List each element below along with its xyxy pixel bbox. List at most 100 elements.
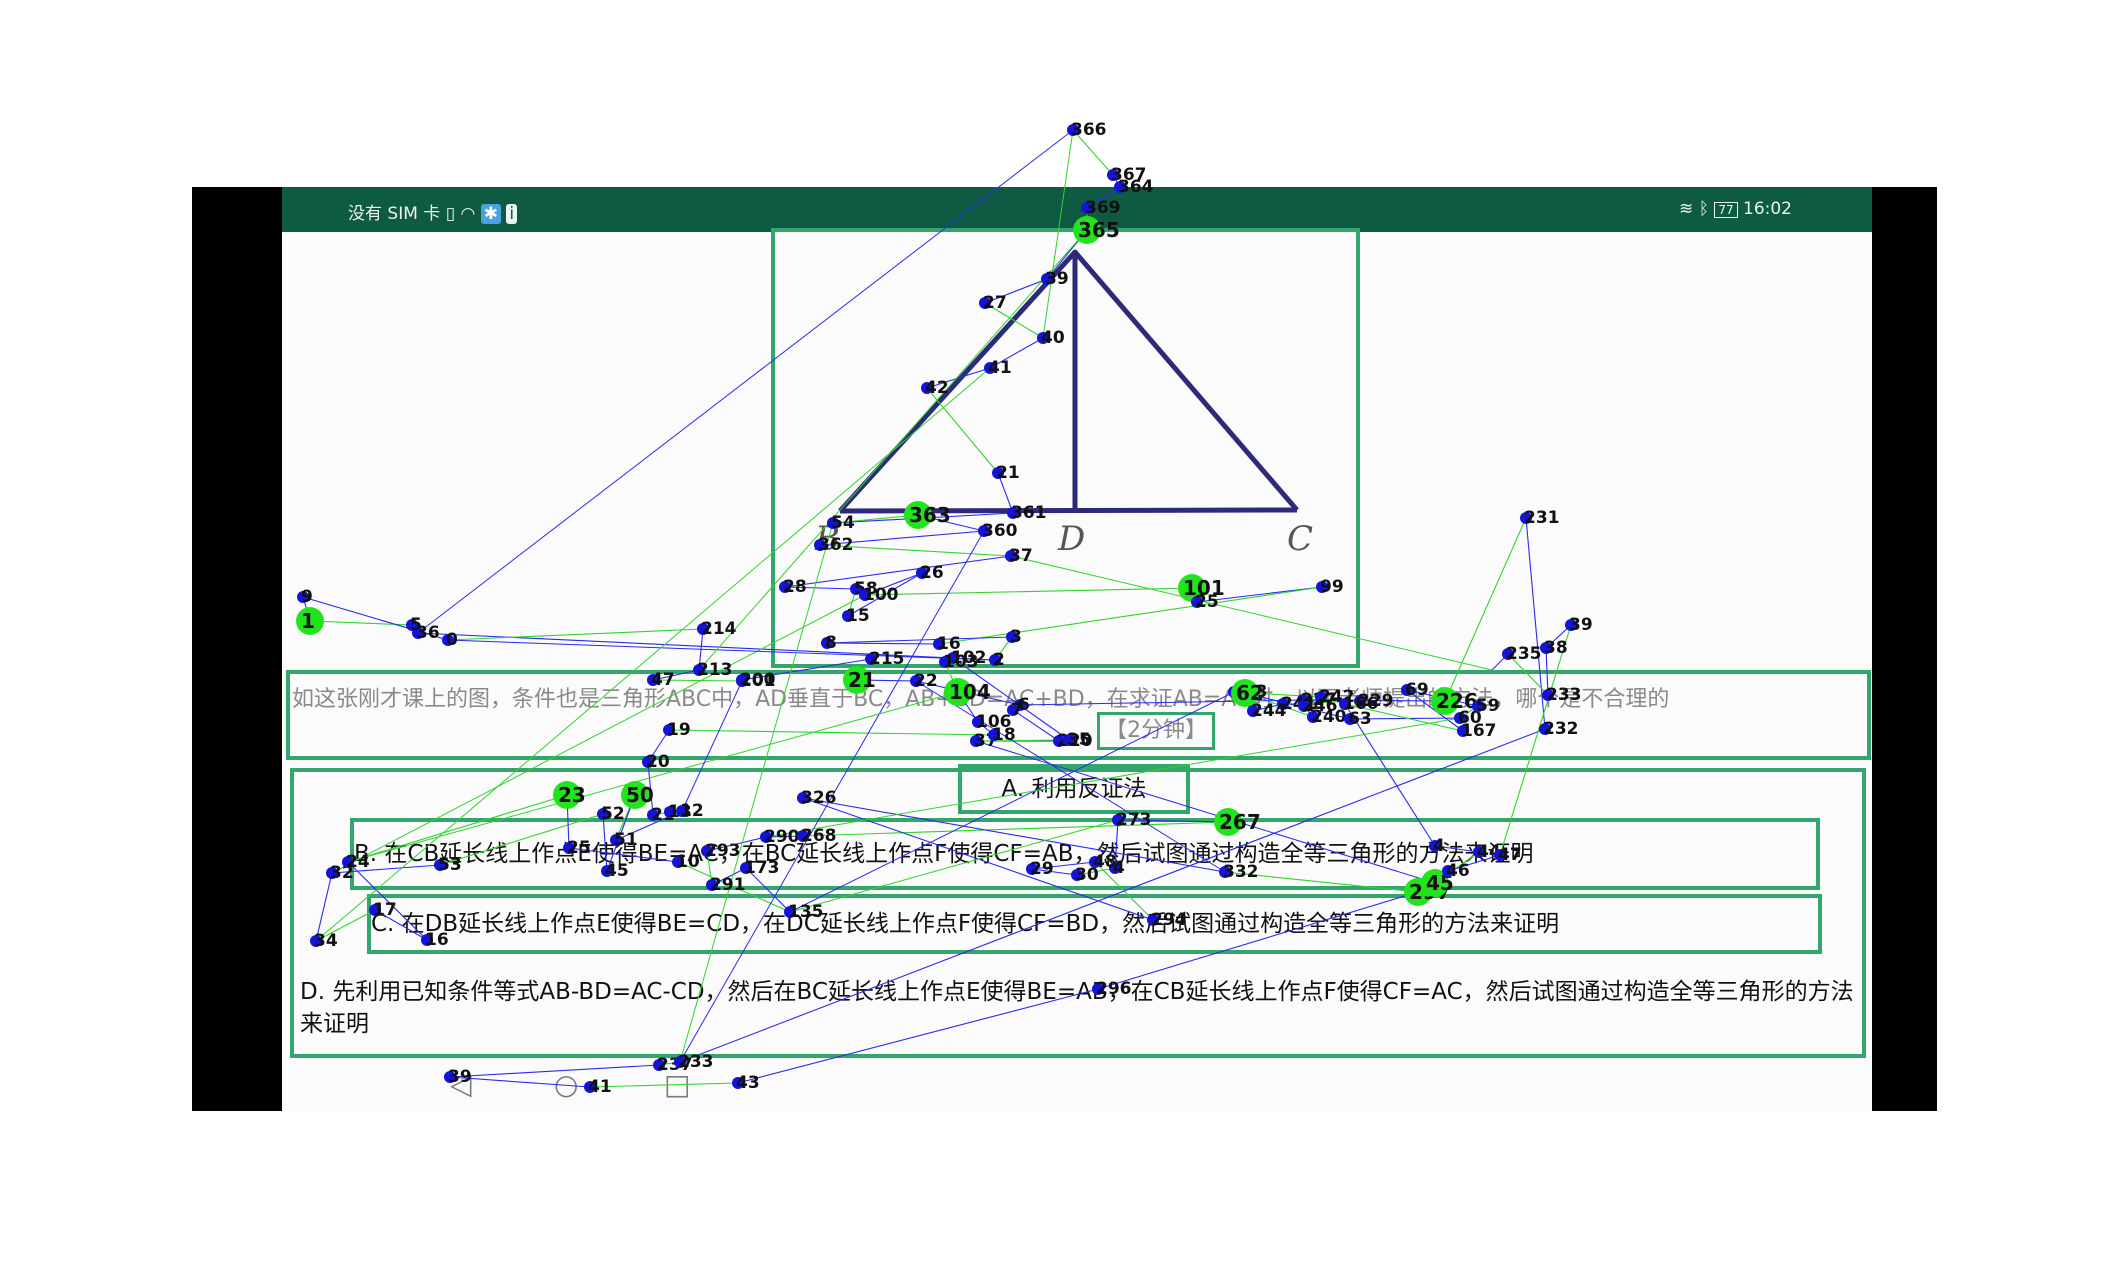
overlay-node — [988, 729, 1000, 741]
overlay-node-label: 21 — [996, 463, 1020, 483]
overlay-node-label: 37 — [1009, 546, 1033, 566]
overlay-node — [1231, 679, 1259, 707]
overlay-node — [859, 589, 871, 601]
overlay-node — [797, 830, 809, 842]
overlay-node — [693, 664, 705, 676]
overlay-node — [984, 362, 996, 374]
overlay-node — [647, 809, 659, 821]
overlay-node — [1339, 698, 1351, 710]
option-a[interactable]: A. 利用反证法 — [958, 764, 1190, 814]
overlay-node — [1112, 814, 1124, 826]
overlay-node-label: 16 — [937, 634, 961, 654]
overlay-node — [672, 856, 684, 868]
carrier-text: 没有 SIM 卡 — [348, 204, 441, 224]
overlay-node — [1354, 695, 1366, 707]
overlay-node-label: 201 — [740, 671, 776, 691]
notification-icon: i — [506, 204, 518, 224]
overlay-node-label: 60 — [1458, 708, 1482, 728]
overlay-node-label: 229 — [1358, 691, 1394, 711]
overlay-node — [1539, 723, 1551, 735]
overlay-edge — [975, 740, 1436, 884]
overlay-edge — [1012, 709, 1060, 742]
overlay-edge — [1042, 129, 1074, 339]
overlay-node — [663, 724, 675, 736]
overlay-node — [706, 879, 718, 891]
overlay-node — [979, 297, 991, 309]
overlay-node-label: 5 — [410, 615, 422, 635]
overlay-node-label: 27 — [983, 293, 1007, 313]
overlay-node-label: 3 — [1010, 627, 1022, 647]
overlay-node — [821, 637, 833, 649]
overlay-node-label: 18 — [992, 725, 1016, 745]
overlay-edge — [589, 1082, 739, 1088]
option-b[interactable]: B. 在CB延长线上作点E使得BE=AC，在BC延长线上作点F使得CF=AB，然… — [350, 818, 1820, 890]
overlay-node-label: 47 — [1498, 845, 1522, 865]
overlay-node — [910, 675, 922, 687]
overlay-node — [1081, 202, 1093, 214]
overlay-edge — [647, 761, 654, 816]
overlay-node-label: 363 — [909, 503, 951, 527]
overlay-node — [989, 654, 1001, 666]
overlay-edge — [677, 861, 791, 913]
overlay-edge — [984, 278, 1048, 304]
overlay-node — [674, 1056, 686, 1068]
overlay-node-label: 38 — [1544, 638, 1568, 658]
overlay-edge — [679, 530, 985, 1063]
overlay-node — [1007, 704, 1019, 716]
overlay-node-label: 35 — [1067, 730, 1091, 750]
overlay-node-label: 9 — [301, 587, 313, 607]
overlay-node — [933, 638, 945, 650]
overlay-node-label: 104 — [949, 680, 991, 704]
overlay-node-label: 233 — [1546, 685, 1582, 705]
overlay-edge — [938, 586, 1323, 645]
overlay-node-label: 52 — [601, 804, 625, 824]
overlay-node-label: 40 — [1041, 328, 1065, 348]
question-frame — [286, 670, 1871, 760]
overlay-node — [944, 678, 972, 706]
overlay-edge — [347, 861, 428, 941]
option-d[interactable]: D. 先利用已知条件等式AB-BD=AC-CD，然后在BC延长线上作点E使得BE… — [300, 979, 1854, 1037]
overlay-node-label: 290 — [764, 827, 800, 847]
overlay-node-label: 39 — [1045, 269, 1069, 289]
overlay-node — [597, 808, 609, 820]
option-c[interactable]: C. 在DB延长线上作点E使得BE=CD，在DC延长线上作点F使得CF=BD，然… — [367, 894, 1822, 954]
overlay-node — [1315, 691, 1327, 703]
overlay-node-label: 200 — [740, 670, 776, 690]
overlay-edge — [417, 129, 1074, 634]
overlay-node-label: 16 — [425, 930, 449, 950]
overlay-node-label: 364 — [1118, 177, 1154, 197]
overlay-node — [1114, 181, 1126, 193]
overlay-node-label: 53 — [438, 855, 462, 875]
overlay-node — [1472, 700, 1484, 712]
overlay-node — [1147, 914, 1159, 926]
overlay-node — [1005, 550, 1017, 562]
overlay-edge — [331, 864, 441, 874]
overlay-node-label: 42 — [925, 378, 949, 398]
overlay-edge — [864, 572, 923, 596]
overlay-node-label: 231 — [1524, 508, 1560, 528]
overlay-edge — [1344, 703, 1436, 847]
overlay-node-label: 63 — [1348, 709, 1372, 729]
overlay-node — [1073, 216, 1101, 244]
overlay-node-label: 296 — [1096, 979, 1132, 999]
overlay-edge — [1545, 647, 1549, 696]
overlay-node — [1063, 734, 1075, 746]
overlay-node — [992, 467, 1004, 479]
overlay-node-label: 103 — [943, 652, 979, 672]
overlay-node — [1247, 705, 1259, 717]
overlay-node — [978, 525, 990, 537]
overlay-edge — [1244, 692, 1351, 720]
overlay-node — [1026, 863, 1038, 875]
overlay-node-label: 62 — [1236, 681, 1264, 705]
overlay-node-label: 46 — [1446, 861, 1470, 881]
overlay-node-label: 19 — [667, 720, 691, 740]
overlay-node-label: 48 — [1093, 852, 1117, 872]
overlay-node-label: 233 — [678, 1052, 714, 1072]
overlay-edge — [1447, 854, 1501, 872]
overlay-node — [972, 716, 984, 728]
overlay-node — [797, 792, 809, 804]
overlay-edge — [765, 835, 804, 838]
overlay-node — [1307, 711, 1319, 723]
overlay-node — [1520, 512, 1532, 524]
